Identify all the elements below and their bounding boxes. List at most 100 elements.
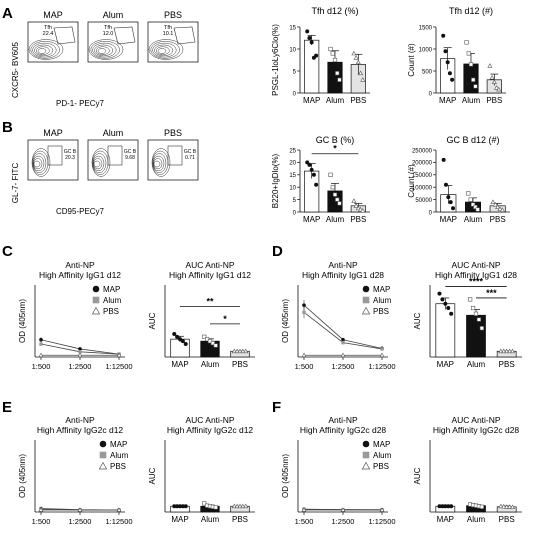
chart-title: AUC Anti-NP xyxy=(451,260,500,270)
data-point xyxy=(183,504,188,509)
flow-contour xyxy=(93,160,101,168)
data-point xyxy=(243,348,249,354)
legend-marker-pbs xyxy=(361,461,371,470)
chart-subtitle: High Affinity IgG2c d12 xyxy=(37,425,124,435)
x-tick-label: PBS xyxy=(499,515,515,524)
data-point xyxy=(473,311,479,316)
y-axis-label: OD (405nm) xyxy=(281,299,290,343)
flow-contour xyxy=(37,48,47,54)
x-tick-label: 1:500 xyxy=(295,362,314,371)
data-point xyxy=(309,40,314,45)
flow-contour xyxy=(92,153,107,173)
y-tick-label: 15 xyxy=(289,173,296,179)
legend-label: Alum xyxy=(103,296,122,305)
y-tick-label: 200000 xyxy=(412,161,433,167)
y-axis-label: OD (405nm) xyxy=(18,454,27,498)
data-point xyxy=(302,303,306,307)
flow-gate-label: Tfh xyxy=(164,25,172,31)
flow-contour xyxy=(34,44,54,57)
flow-plot: Alum GC B9.68 xyxy=(87,128,139,181)
y-tick-label: 150000 xyxy=(412,173,433,179)
data-point xyxy=(475,207,480,212)
x-tick-label: PBS xyxy=(490,215,506,224)
data-point xyxy=(379,507,385,512)
y-tick-label: 5 xyxy=(293,198,297,204)
data-point xyxy=(302,310,306,315)
legend-label: Alum xyxy=(110,451,129,460)
x-tick-label: 1:2500 xyxy=(69,362,92,371)
flow-gate-pct: 10.1 xyxy=(163,31,174,37)
flow-gate xyxy=(167,145,183,166)
flow-plot-frame xyxy=(87,21,139,63)
legend-c: MAP Alum PBS xyxy=(91,285,122,316)
flow-gate-pct: 20.3 xyxy=(65,155,75,161)
data-point xyxy=(240,348,246,354)
data-point xyxy=(301,507,307,512)
data-point xyxy=(116,507,122,512)
data-point xyxy=(501,348,507,354)
flow-contour xyxy=(31,148,51,177)
data-point xyxy=(330,51,335,56)
data-point xyxy=(335,197,340,202)
y-tick-label: 10 xyxy=(289,186,296,192)
legend-marker-alum xyxy=(99,451,107,459)
data-point xyxy=(172,504,177,509)
y-tick-label: 0 xyxy=(429,91,433,97)
x-tick-label: PBS xyxy=(350,96,366,105)
flow-plot: MAP GC B20.3 xyxy=(27,128,79,181)
chart-title: AUC Anti-NP xyxy=(185,260,234,270)
flow-plot-frame xyxy=(147,139,199,181)
data-point xyxy=(504,348,510,354)
flow-contour xyxy=(30,41,60,59)
data-point xyxy=(39,342,43,346)
data-point xyxy=(340,352,346,358)
y-tick-label: 0 xyxy=(429,210,433,216)
y-tick-label: 20 xyxy=(289,161,296,167)
data-point xyxy=(237,503,243,509)
data-point xyxy=(355,205,361,211)
flow-contour xyxy=(92,155,105,172)
flow-plot: PBS GC B0.71 xyxy=(147,128,199,181)
y-tick-label: 250000 xyxy=(412,148,433,154)
data-point xyxy=(445,60,450,65)
flow-contour xyxy=(28,39,64,60)
data-point xyxy=(358,206,364,212)
flow-a-xlabel: PD-1- PECy7 xyxy=(56,99,105,108)
chart-title: Tfh d12 (%) xyxy=(311,6,358,16)
chart-subtitle: High Affinity IgG1 d12 xyxy=(169,270,251,280)
flow-contour xyxy=(153,160,161,168)
data-point xyxy=(464,40,469,45)
y-tick-label: 10 xyxy=(289,47,296,53)
data-point xyxy=(470,305,476,311)
chart-subtitle: High Affinity IgG2c d28 xyxy=(300,425,387,435)
x-tick-label: Alum xyxy=(201,360,220,369)
flow-gate-pct: 12.0 xyxy=(103,31,114,37)
data-point xyxy=(489,74,495,80)
data-point xyxy=(234,503,240,509)
legend-label: PBS xyxy=(373,462,389,471)
data-point xyxy=(175,334,180,339)
data-point xyxy=(494,85,500,90)
x-tick-label: PBS xyxy=(232,360,248,369)
flow-plot-title: Alum xyxy=(103,10,124,20)
flow-gate-pct: 0.71 xyxy=(185,155,195,161)
data-point xyxy=(487,63,493,68)
flow-plot-frame xyxy=(27,21,79,63)
y-tick-label: 0 xyxy=(293,91,297,97)
flow-contour xyxy=(93,158,103,170)
data-point xyxy=(116,352,122,358)
chart-title: GC B (%) xyxy=(316,135,355,145)
data-point xyxy=(447,71,452,76)
flow-contour xyxy=(157,48,167,54)
flow-gate-label: GC B xyxy=(124,149,137,155)
x-tick-label: PBS xyxy=(232,515,248,524)
legend-marker-alum xyxy=(362,451,370,459)
x-tick-label: MAP xyxy=(171,360,188,369)
y-tick-label: 50000 xyxy=(415,198,432,204)
data-point xyxy=(77,507,83,512)
data-point xyxy=(443,49,448,54)
